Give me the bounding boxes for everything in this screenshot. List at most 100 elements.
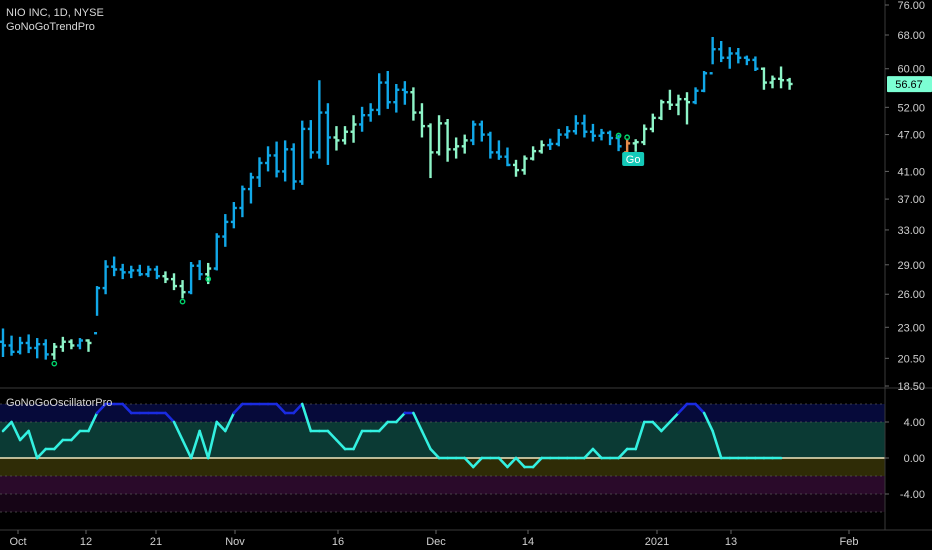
oscillator-segment xyxy=(702,411,714,433)
oscillator-segment xyxy=(668,411,680,424)
price-bar xyxy=(589,123,596,142)
oversold-band xyxy=(0,494,885,512)
oscillator-segment xyxy=(677,402,689,415)
oscillator-segment xyxy=(198,429,210,460)
price-bar xyxy=(367,103,374,122)
oscillator-line xyxy=(1,402,783,469)
price-bar xyxy=(701,70,708,93)
price-bar xyxy=(239,185,246,218)
price-tick-label: 47.00 xyxy=(897,130,925,142)
price-bar xyxy=(136,264,143,277)
price-bar xyxy=(418,103,425,138)
oscillator-segment xyxy=(181,438,193,460)
price-bar xyxy=(17,336,24,355)
price-tick-label: 68.00 xyxy=(897,30,925,42)
price-bar xyxy=(401,81,408,105)
price-bar xyxy=(342,126,348,145)
oscillator-segment xyxy=(471,456,484,469)
price-bar xyxy=(487,131,494,159)
price-bar xyxy=(205,262,212,285)
price-tick-label: 20.50 xyxy=(897,353,925,365)
price-bar xyxy=(581,114,588,138)
oscillator-segment xyxy=(514,456,526,469)
price-tick-label: 52.00 xyxy=(897,102,925,114)
price-bar xyxy=(171,273,177,291)
oscillator-segment xyxy=(326,429,338,442)
price-bar xyxy=(769,75,776,89)
price-bar xyxy=(307,120,314,159)
time-tick-label: 13 xyxy=(725,536,737,548)
signal-dot xyxy=(179,298,186,305)
last-price-marker xyxy=(887,76,932,93)
oscillator-bands xyxy=(0,403,885,513)
price-bar xyxy=(265,146,272,172)
time-tick-label: 12 xyxy=(80,536,92,548)
oscillator-segment xyxy=(463,456,475,469)
time-tick-label: Dec xyxy=(426,536,446,548)
oscillator-segment xyxy=(352,429,364,451)
signal-dot xyxy=(51,360,58,367)
time-tick-label: Nov xyxy=(225,536,245,548)
price-bar xyxy=(649,113,656,133)
price-bar xyxy=(273,141,280,178)
price-bar xyxy=(25,334,32,354)
price-bar xyxy=(153,265,160,280)
oscillator-segment xyxy=(335,438,347,451)
price-bar xyxy=(666,89,673,110)
oscillator-segment xyxy=(27,429,39,460)
price-bar xyxy=(692,87,699,105)
price-tick-label: 33.00 xyxy=(897,225,925,237)
price-bar xyxy=(102,260,109,295)
oscillator-tick-label: 4.00 xyxy=(904,417,925,429)
oscillator-segment xyxy=(634,420,646,451)
oscillator-segment xyxy=(420,429,432,451)
trend-indicator-name: GoNoGoTrendPro xyxy=(6,21,95,33)
price-bar xyxy=(247,172,254,204)
oscillator-segment xyxy=(10,420,22,442)
price-bar xyxy=(436,115,443,156)
price-bar xyxy=(68,339,75,350)
price-bar xyxy=(393,83,400,113)
price-bar xyxy=(256,157,263,187)
oscillator-segment xyxy=(651,420,663,433)
oscillator-segment xyxy=(506,456,518,469)
price-bar xyxy=(76,338,83,350)
price-bar xyxy=(598,128,605,141)
price-bar xyxy=(547,138,554,150)
oscillator-segment xyxy=(583,447,595,460)
price-tick-label: 41.00 xyxy=(897,166,925,178)
oscillator-segment xyxy=(87,411,99,433)
price-bar xyxy=(333,126,340,151)
oscillator-title: GoNoGoOscillatorPro xyxy=(6,397,113,409)
overbought-band xyxy=(0,404,885,422)
time-tick-label: 14 xyxy=(522,536,534,548)
chart-legend: NIO INC, 1D, NYSE GoNoGoTrendPro xyxy=(6,6,104,34)
oscillator-segment xyxy=(18,429,30,442)
price-bar xyxy=(735,47,742,64)
oscillator-segment xyxy=(617,447,629,460)
price-bar xyxy=(538,140,545,154)
oscillator-segment xyxy=(275,402,287,415)
oscillator-segment xyxy=(121,402,133,415)
price-bar xyxy=(743,55,750,66)
price-bar xyxy=(179,280,186,299)
price-bar xyxy=(718,41,725,63)
price-bar xyxy=(521,155,528,175)
price-bar xyxy=(675,94,682,116)
price-bar xyxy=(196,260,203,281)
nogo-zone-band xyxy=(0,476,885,494)
go-signal-badge xyxy=(622,152,645,166)
price-bar xyxy=(530,146,537,161)
oscillator-segment xyxy=(224,411,236,433)
signal-dot xyxy=(624,134,631,141)
oscillator-segment xyxy=(591,447,603,460)
price-bar xyxy=(786,77,793,90)
oscillator-legend: GoNoGoOscillatorPro xyxy=(6,396,112,410)
go-signal-text: Go xyxy=(626,154,641,166)
neutral-band xyxy=(0,458,885,476)
oscillator-tick-label: -4.00 xyxy=(900,489,925,501)
price-bar xyxy=(726,47,733,69)
oscillator-segment xyxy=(164,411,176,424)
price-bar xyxy=(230,202,237,229)
price-bar xyxy=(290,143,297,190)
